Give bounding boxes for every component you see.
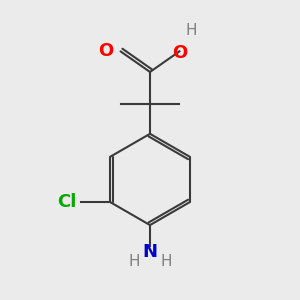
Text: H: H: [128, 254, 140, 269]
Text: H: H: [185, 23, 197, 38]
Text: O: O: [98, 42, 113, 60]
Text: H: H: [160, 254, 172, 269]
Text: O: O: [172, 44, 187, 62]
Text: N: N: [142, 243, 158, 261]
Text: Cl: Cl: [57, 193, 76, 211]
